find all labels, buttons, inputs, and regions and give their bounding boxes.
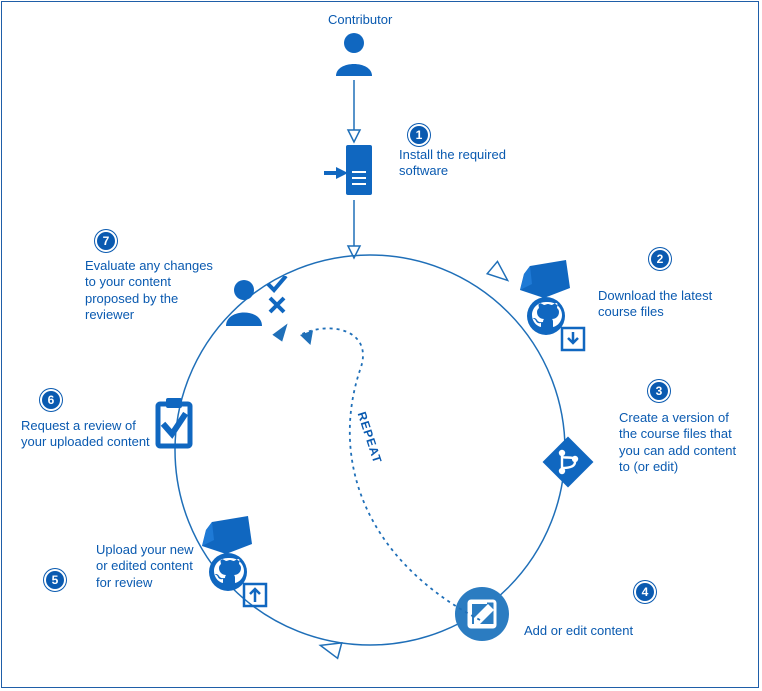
badge-3: 3	[648, 380, 670, 402]
label-step-6: Request a review of your uploaded conten…	[21, 418, 156, 451]
label-step-7: Evaluate any changes to your content pro…	[85, 258, 215, 323]
badge-5: 5	[44, 569, 66, 591]
badge-7: 7	[95, 230, 117, 252]
badge-4: 4	[634, 581, 656, 603]
badge-2: 2	[649, 248, 671, 270]
badge-1: 1	[408, 124, 430, 146]
label-step-5: Upload your new or edited content for re…	[96, 542, 206, 591]
label-step-2: Download the latest course files	[598, 288, 743, 321]
label-step-4: Add or edit content	[524, 623, 644, 639]
label-step-1: Install the required software	[399, 147, 519, 180]
label-step-3: Create a version of the course files tha…	[619, 410, 749, 475]
badge-6: 6	[40, 389, 62, 411]
